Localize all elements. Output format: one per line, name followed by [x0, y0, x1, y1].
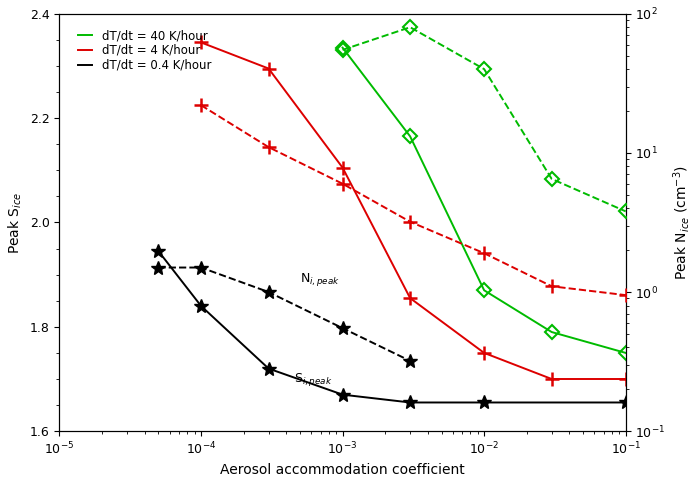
Text: N$_{i,peak}$: N$_{i,peak}$ — [300, 271, 340, 287]
Y-axis label: Peak S$_{ice}$: Peak S$_{ice}$ — [7, 191, 24, 254]
X-axis label: Aerosol accommodation coefficient: Aerosol accommodation coefficient — [220, 463, 465, 477]
Legend: dT/dt = 40 K/hour, dT/dt = 4 K/hour, dT/dt = 0.4 K/hour: dT/dt = 40 K/hour, dT/dt = 4 K/hour, dT/… — [77, 28, 212, 73]
Text: S$_{i,peak}$: S$_{i,peak}$ — [294, 371, 332, 388]
Y-axis label: Peak N$_{ice}$ (cm$^{-3}$): Peak N$_{ice}$ (cm$^{-3}$) — [671, 165, 692, 280]
